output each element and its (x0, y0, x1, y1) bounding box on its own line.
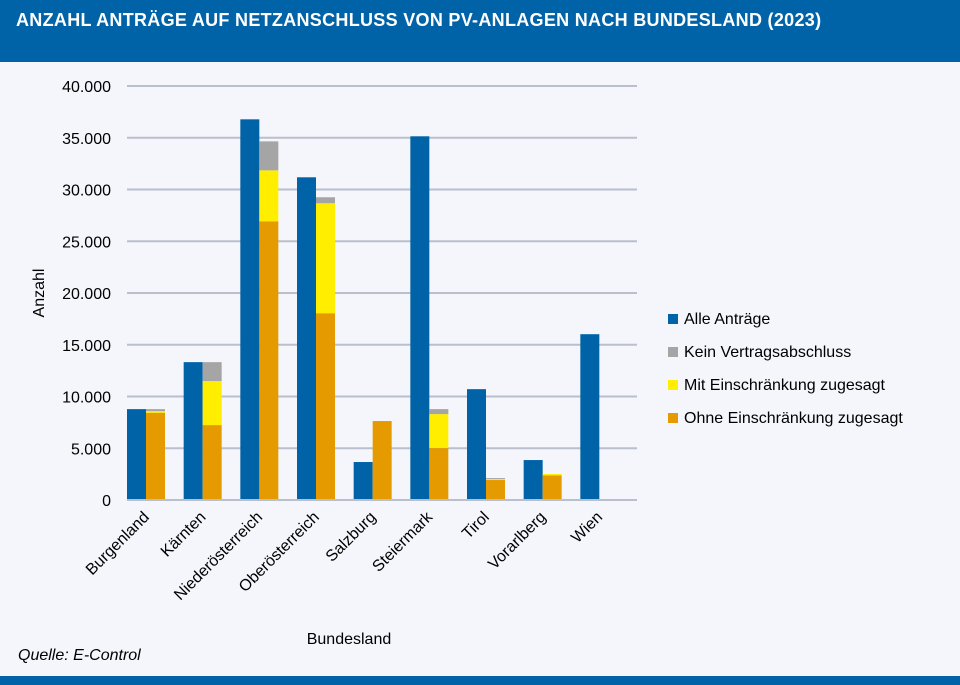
y-tick-label: 5.000 (71, 441, 111, 458)
chart-title: ANZAHL ANTRÄGE AUF NETZANSCHLUSS VON PV-… (16, 10, 822, 30)
legend-label: Kein Vertragsabschluss (684, 344, 852, 361)
bar-alle-antraege (240, 119, 260, 501)
bar-kein-vertragsabschluss (259, 141, 279, 171)
footer-bar (0, 676, 960, 685)
y-tick-label: 20.000 (62, 286, 111, 303)
bar-ohne-einschraenkung (542, 475, 562, 500)
source-note: Quelle: E-Control (18, 647, 141, 664)
bar-alle-antraege (183, 362, 203, 500)
bar-mit-einschraenkung (316, 203, 335, 314)
legend-swatch (668, 413, 678, 423)
legend-item-ohne: Ohne Einschränkung zugesagt (668, 410, 903, 428)
legend-swatch (668, 380, 678, 390)
legend-label: Alle Anträge (684, 311, 771, 328)
bar-mit-einschraenkung (146, 411, 165, 413)
y-axis-title: Anzahl (31, 269, 48, 318)
bar-mit-einschraenkung (429, 414, 449, 449)
bar-kein-vertragsabschluss (316, 197, 335, 204)
legend-label: Mit Einschränkung zugesagt (684, 377, 885, 394)
bar-alle-antraege (297, 177, 316, 501)
x-tick-label: Wien (568, 509, 606, 547)
bar-alle-antraege (353, 462, 373, 500)
x-tick-label: Vorarlberg (485, 509, 549, 573)
legend-swatch (668, 314, 678, 324)
bar-alle-antraege (523, 460, 543, 500)
bar-alle-antraege (127, 409, 146, 500)
legend-label: Ohne Einschränkung zugesagt (684, 410, 903, 427)
bar-ohne-einschraenkung (316, 313, 335, 500)
bar-kein-vertragsabschluss (202, 362, 222, 382)
bar-kein-vertragsabschluss (146, 409, 165, 412)
y-tick-label: 35.000 (62, 131, 111, 148)
legend-swatch (668, 347, 678, 357)
bar-mit-einschraenkung (259, 170, 279, 222)
bar-kein-vertragsabschluss (429, 409, 449, 415)
legend-item-kein: Kein Vertragsabschluss (668, 344, 851, 362)
x-tick-label: Burgenland (83, 509, 153, 579)
legend-item-alle: Alle Anträge (668, 311, 770, 329)
bar-ohne-einschraenkung (146, 412, 165, 500)
bar-alle-antraege (410, 136, 430, 500)
bar-ohne-einschraenkung (259, 221, 279, 500)
bar-alle-antraege (580, 334, 600, 500)
bar-ohne-einschraenkung (372, 421, 392, 500)
x-axis-title: Bundesland (307, 631, 392, 648)
y-tick-label: 0 (102, 493, 111, 510)
y-tick-label: 15.000 (62, 338, 111, 355)
y-tick-label: 30.000 (62, 183, 111, 200)
x-tick-label: Salzburg (323, 509, 380, 566)
bar-ohne-einschraenkung (486, 480, 505, 500)
bar-ohne-einschraenkung (429, 448, 449, 500)
bar-mit-einschraenkung (486, 478, 505, 481)
bar-mit-einschraenkung (202, 381, 222, 426)
y-tick-label: 10.000 (62, 390, 111, 407)
header-bar: ANZAHL ANTRÄGE AUF NETZANSCHLUSS VON PV-… (0, 0, 960, 62)
x-tick-label: Tirol (459, 509, 493, 543)
bar-ohne-einschraenkung (202, 425, 222, 500)
bar-mit-einschraenkung (542, 474, 562, 476)
y-tick-label: 40.000 (62, 79, 111, 96)
bar-kein-vertragsabschluss (486, 478, 505, 479)
y-tick-label: 25.000 (62, 234, 111, 251)
legend-item-mit: Mit Einschränkung zugesagt (668, 377, 885, 395)
x-tick-label: Kärnten (158, 509, 210, 561)
x-tick-label: Steiermark (369, 508, 436, 575)
bar-alle-antraege (467, 389, 486, 500)
